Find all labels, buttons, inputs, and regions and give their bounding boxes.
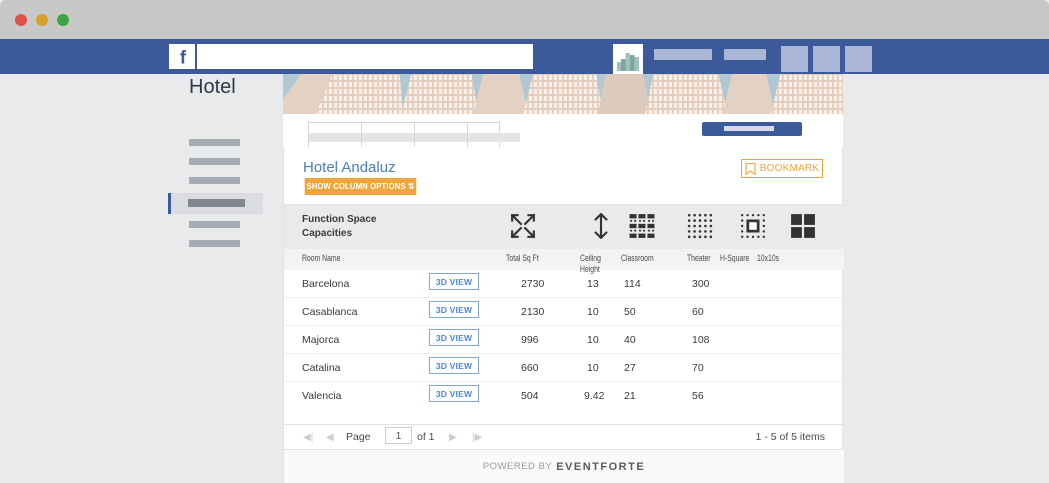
svg-text:f: f — [180, 46, 187, 67]
